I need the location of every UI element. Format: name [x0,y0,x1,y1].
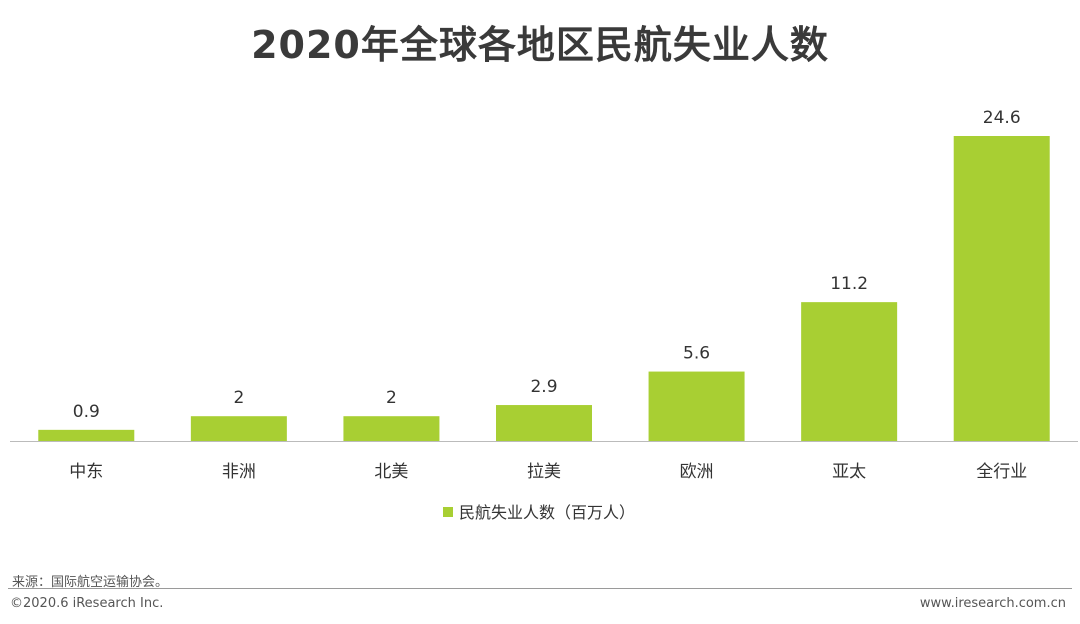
data-label: 2 [233,388,244,408]
bar [38,429,135,441]
footer-divider [8,588,1072,589]
bar [343,416,440,441]
legend-label: 民航失业人数（百万人） [459,503,635,522]
chart-title: 2020年全球各地区民航失业人数 [251,23,829,67]
bar [190,416,287,441]
category-label: 北美 [374,462,408,482]
data-label: 24.6 [983,108,1021,128]
data-label: 11.2 [830,274,868,294]
data-label: 2 [386,388,397,408]
source-note: 来源：国际航空运输协会。 [12,575,169,590]
website-link[interactable]: www.iresearch.com.cn [919,596,1066,611]
category-label: 全行业 [976,462,1027,482]
category-label: 非洲 [222,462,256,482]
copyright-text: ©2020.6 iResearch Inc. [10,596,164,611]
category-label: 拉美 [527,462,561,482]
category-label: 欧洲 [680,462,714,482]
data-label: 2.9 [530,377,557,397]
bar [953,136,1050,441]
bar-chart: 0.9 中东 2 非洲 2 北美 2.9 拉美 5.6 欧洲 11.2 亚太 24.6 全行业民航失业人数… [10,108,1078,522]
bar [496,405,592,441]
data-label: 5.6 [683,344,710,364]
legend-swatch [443,507,453,517]
category-label: 中东 [69,462,103,482]
bar [648,371,745,441]
data-label: 0.9 [73,402,100,422]
category-label: 亚太 [832,462,866,482]
bar [801,302,898,441]
